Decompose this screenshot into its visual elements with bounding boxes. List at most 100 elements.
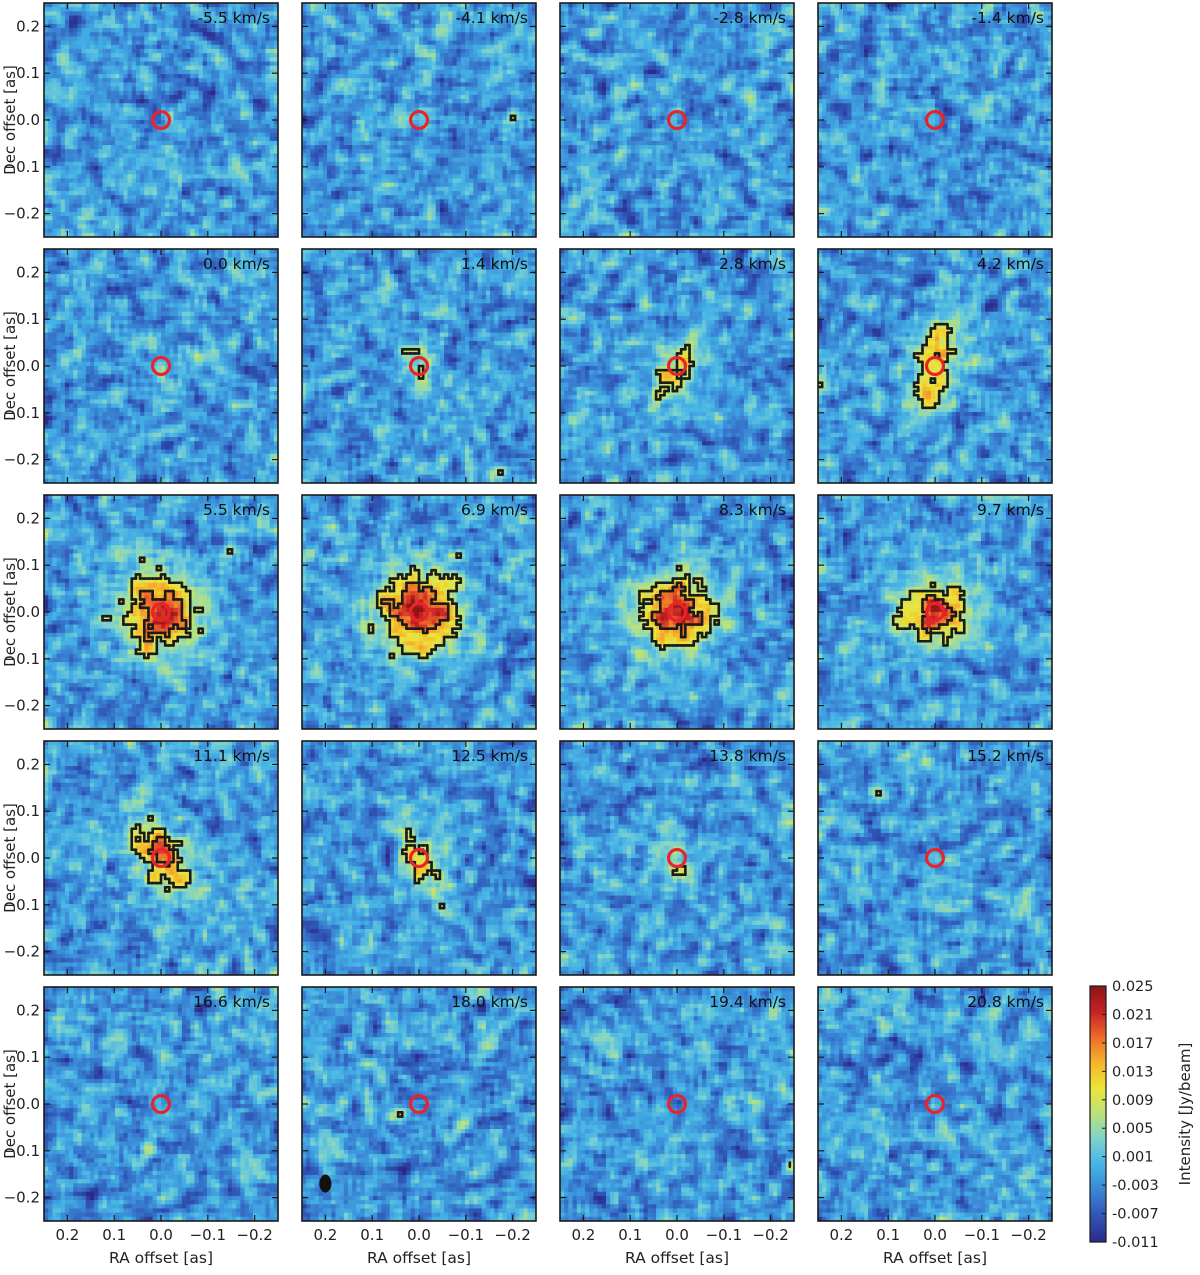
velocity-label: 12.5 km/s: [451, 747, 528, 765]
y-tick-label: 0.2: [16, 509, 40, 527]
velocity-label: 20.8 km/s: [967, 993, 1044, 1011]
channel-panel: 4.2 km/s: [818, 249, 1053, 484]
x-axis-label: RA offset [as]: [625, 1249, 729, 1267]
y-tick-label: 0.0: [16, 603, 40, 621]
velocity-label: -4.1 km/s: [455, 9, 528, 27]
intensity-map: [302, 3, 537, 238]
y-axis-label: Dec offset [as]: [1, 803, 19, 913]
y-tick-label: −0.2: [4, 697, 40, 715]
x-tick-label: 0.0: [407, 1226, 431, 1244]
intensity-map: [818, 3, 1053, 238]
x-tick-label: 0.2: [829, 1226, 853, 1244]
channel-panel: -2.8 km/s: [560, 3, 795, 238]
colorbar-tick-label: 0.009: [1112, 1093, 1154, 1109]
velocity-label: 11.1 km/s: [193, 747, 270, 765]
colorbar-tick-label: -0.003: [1112, 1178, 1159, 1194]
intensity-map: [818, 249, 1053, 484]
x-tick-label: −0.2: [236, 1226, 272, 1244]
intensity-map: [560, 249, 795, 484]
beam-ellipse: [319, 1175, 331, 1193]
x-axis-label: RA offset [as]: [367, 1249, 471, 1267]
channel-panel: -1.4 km/s: [818, 3, 1053, 238]
y-tick-label: 0.0: [16, 111, 40, 129]
y-tick-label: −0.2: [4, 943, 40, 961]
velocity-label: 16.6 km/s: [193, 993, 270, 1011]
x-tick-label: −0.2: [1010, 1226, 1046, 1244]
intensity-map: [818, 987, 1053, 1222]
colorbar-tick-label: -0.007: [1112, 1207, 1159, 1223]
y-tick-label: 0.2: [16, 263, 40, 281]
velocity-label: 15.2 km/s: [967, 747, 1044, 765]
velocity-label: 6.9 km/s: [461, 501, 528, 519]
intensity-map: [302, 495, 537, 730]
velocity-label: 19.4 km/s: [709, 993, 786, 1011]
velocity-label: -5.5 km/s: [197, 9, 270, 27]
intensity-map: [560, 987, 795, 1222]
colorbar-tick-label: 0.021: [1112, 1007, 1154, 1023]
x-axis-label: RA offset [as]: [109, 1249, 213, 1267]
intensity-map: [302, 249, 537, 484]
y-tick-label: 0.1: [16, 64, 40, 82]
velocity-label: 2.8 km/s: [719, 255, 786, 273]
velocity-label: 8.3 km/s: [719, 501, 786, 519]
x-tick-label: 0.2: [313, 1226, 337, 1244]
intensity-map: [44, 495, 279, 730]
y-tick-label: −0.2: [4, 451, 40, 469]
velocity-label: 4.2 km/s: [977, 255, 1044, 273]
channel-panel: 9.7 km/s: [818, 495, 1053, 730]
x-tick-label: −0.2: [494, 1226, 530, 1244]
x-tick-label: 0.1: [102, 1226, 126, 1244]
colorbar-tick-label: 0.005: [1112, 1121, 1154, 1137]
channel-panel: 12.5 km/s: [302, 741, 537, 976]
velocity-label: 13.8 km/s: [709, 747, 786, 765]
y-tick-label: 0.2: [16, 17, 40, 35]
colorbar-tick-label: -0.011: [1112, 1235, 1159, 1251]
colorbar-tick-label: 0.001: [1112, 1150, 1154, 1166]
y-axis-label: Dec offset [as]: [1, 65, 19, 175]
channel-panel: 13.8 km/s: [560, 741, 795, 976]
velocity-label: -1.4 km/s: [971, 9, 1044, 27]
x-tick-label: 0.2: [571, 1226, 595, 1244]
colorbar: 0.0250.0210.0170.0130.0090.0050.001-0.00…: [1090, 979, 1194, 1251]
colorbar-gradient: [1090, 986, 1106, 1242]
intensity-map: [560, 495, 795, 730]
channel-panel: 8.3 km/s: [560, 495, 795, 730]
intensity-map: [44, 3, 279, 238]
velocity-label: -2.8 km/s: [713, 9, 786, 27]
velocity-label: 9.7 km/s: [977, 501, 1044, 519]
panels-group: 0.2 0.1 0.0 −0.1 −0.2 -5.5 km/s Dec offset [as…: [1, 3, 1053, 1267]
y-tick-label: 0.0: [16, 357, 40, 375]
colorbar-tick-label: 0.025: [1112, 979, 1154, 995]
x-tick-label: −0.1: [964, 1226, 1000, 1244]
y-axis-label: Dec offset [as]: [1, 1049, 19, 1159]
intensity-map: [560, 3, 795, 238]
channel-panel: 6.9 km/s: [302, 495, 537, 730]
colorbar-label: Intensity [Jy/beam]: [1176, 1043, 1194, 1186]
channel-panel: 2.8 km/s: [560, 249, 795, 484]
intensity-map: [44, 987, 279, 1222]
channel-panel: 1.4 km/s: [302, 249, 537, 484]
y-tick-label: 0.1: [16, 802, 40, 820]
intensity-map: [302, 987, 537, 1222]
y-tick-label: 0.2: [16, 755, 40, 773]
velocity-label: 0.0 km/s: [203, 255, 270, 273]
x-tick-label: −0.2: [752, 1226, 788, 1244]
y-tick-label: 0.1: [16, 1048, 40, 1066]
x-tick-label: 0.0: [149, 1226, 173, 1244]
x-tick-label: −0.1: [706, 1226, 742, 1244]
y-tick-label: 0.2: [16, 1001, 40, 1019]
intensity-map: [302, 741, 537, 976]
channel-panel: -4.1 km/s: [302, 3, 537, 238]
intensity-map: [44, 741, 279, 976]
x-tick-label: −0.1: [190, 1226, 226, 1244]
y-tick-label: −0.2: [4, 1189, 40, 1207]
y-tick-label: 0.1: [16, 556, 40, 574]
x-tick-label: −0.1: [448, 1226, 484, 1244]
x-tick-label: 0.0: [923, 1226, 947, 1244]
colorbar-tick-label: 0.013: [1112, 1064, 1154, 1080]
